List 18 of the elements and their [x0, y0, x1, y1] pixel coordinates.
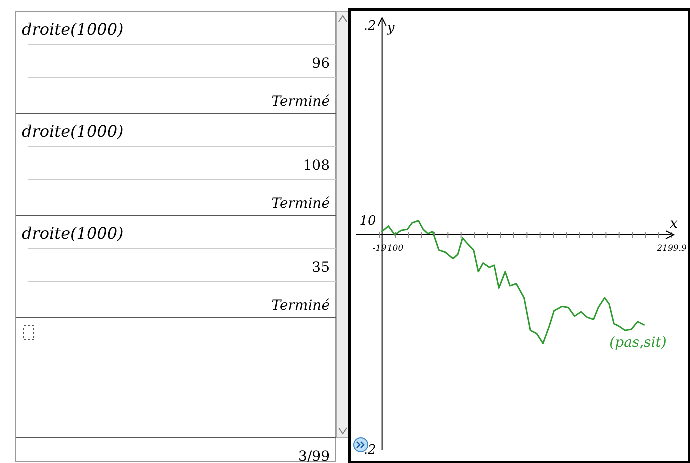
text: droite(1000)	[22, 224, 124, 243]
text: 3/99	[298, 449, 330, 463]
x-tick-label: 100	[387, 244, 404, 254]
text: .2	[364, 443, 376, 458]
series-label: (pas,sit)	[610, 335, 667, 352]
text: droite(1000)	[22, 20, 124, 39]
text: Terminé	[272, 196, 330, 212]
x-axis-title: x	[670, 216, 678, 232]
text: .2	[364, 19, 376, 34]
text: droite(1000)	[22, 122, 124, 141]
text: 35	[312, 260, 330, 276]
x-tick-label: 2199.9	[656, 244, 688, 254]
text: Terminé	[272, 298, 330, 314]
text: Terminé	[272, 94, 330, 110]
text: 96	[312, 56, 330, 72]
text: y	[386, 21, 396, 36]
text: 108	[303, 158, 330, 174]
annotation: 10	[360, 214, 376, 229]
